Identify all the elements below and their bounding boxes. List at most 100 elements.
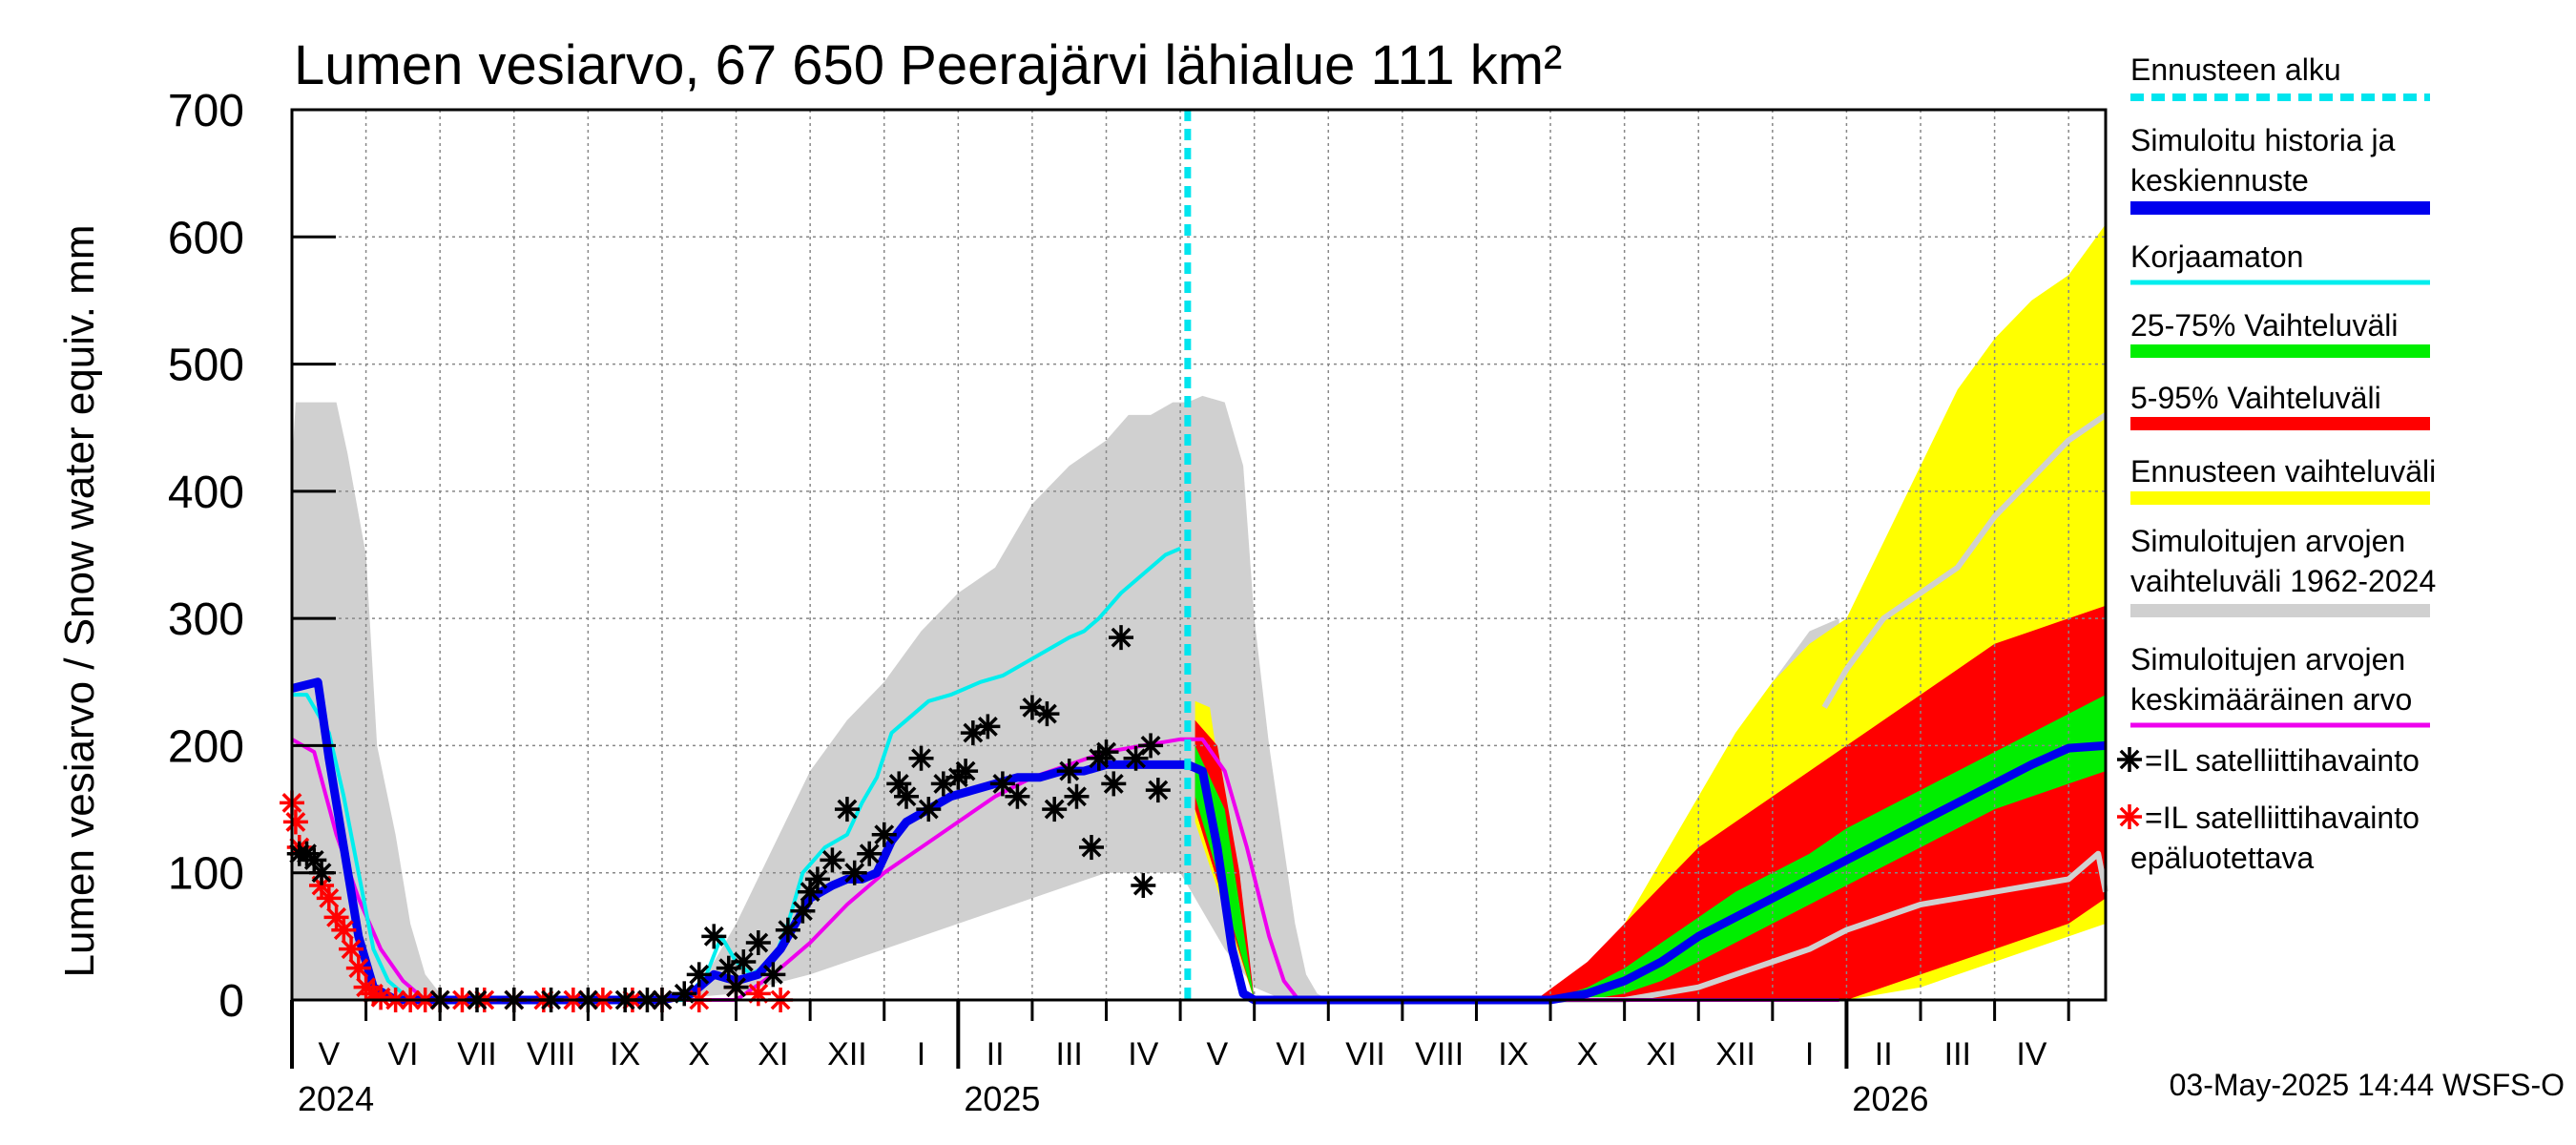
marker-stroke [778,920,799,941]
satellite-point [841,860,867,885]
satellite-point [960,720,986,746]
marker-stroke [748,932,769,953]
month-label: VI [1276,1036,1306,1072]
marker-stroke [1148,780,1169,801]
marker-stroke [1103,773,1124,794]
satellite-point-unreliable [745,981,771,1007]
legend: Ennusteen alku Simuloitu historia ja keski… [2117,52,2436,875]
year-label: 2024 [298,1079,374,1118]
satellite-point [1064,783,1090,809]
satellite-point [1109,625,1134,651]
marker-stroke [844,863,865,884]
satellite-point [760,962,786,988]
satellite-point [1034,701,1060,727]
satellite-point [1056,759,1082,784]
satellite-point-unreliable [345,955,371,981]
marker-stroke [821,849,842,870]
y-tick-label: 500 [168,341,244,391]
satellite-point [908,745,934,771]
legend-label: 5-95% Vaihteluväli [2130,381,2381,415]
y-tick-label: 0 [218,976,244,1027]
satellite-point [686,962,712,988]
marker-stroke [2119,806,2140,827]
legend-label: Ennusteen alku [2130,52,2341,87]
marker-stroke [1037,703,1057,724]
marker-stroke [319,887,340,908]
month-label: IV [1128,1036,1158,1072]
satellite-point [894,783,920,809]
simulated-mean-line [290,677,2107,1005]
marker-stroke [918,799,939,820]
historical-mean-line [291,737,1839,1002]
satellite-point [820,847,845,873]
y-tick-label: 200 [168,721,244,772]
satellite-point [1101,771,1127,797]
month-label: II [987,1036,1005,1072]
marker-stroke [333,920,354,941]
month-label: VIII [1415,1036,1464,1072]
satellite-point [775,917,800,943]
marker-stroke [348,958,369,979]
y-axis-label: Lumen vesiarvo / Snow water equiv. mm [56,224,103,977]
marker-stroke [1044,799,1065,820]
month-label: III [1944,1036,1971,1072]
marker-stroke [859,843,880,864]
marker-stroke [762,964,783,985]
marker-stroke [1111,627,1132,648]
legend-star-black [2117,747,2142,772]
marker-stroke [703,926,724,947]
month-label: IV [2016,1036,2046,1072]
marker-stroke [992,773,1013,794]
marker-stroke [1059,760,1080,781]
historical-range-band [292,395,1839,1000]
legend-label: Simuloitujen arvojen [2130,524,2405,558]
month-label: I [1805,1036,1814,1072]
marker-stroke [341,939,362,960]
marker-stroke [285,811,306,832]
marker-stroke [1096,741,1116,762]
month-label: X [1577,1036,1599,1072]
marker-stroke [1067,786,1087,807]
satellite-point [1138,733,1164,759]
y-tick-label: 300 [168,594,244,645]
satellite-point [834,797,860,822]
marker-stroke [1007,786,1028,807]
month-label: V [318,1036,340,1072]
month-label: XII [1715,1036,1755,1072]
marker-stroke [733,951,754,972]
plot-frame [290,108,2108,1002]
marker-stroke [1081,837,1102,858]
marker-stroke [2119,749,2140,770]
legend-label: keskiennuste [2130,163,2309,198]
legend-label: epäluotettava [2130,841,2314,875]
satellite-point-unreliable [282,809,308,835]
marker-stroke [689,964,710,985]
marker-stroke [911,748,931,769]
satellite-point [301,847,327,873]
month-label: XII [827,1036,867,1072]
month-label: II [1875,1036,1893,1072]
marker-stroke [955,760,976,781]
satellite-point [790,898,816,924]
y-tick-label: 700 [168,86,244,136]
month-label: VIII [527,1036,575,1072]
legend-label: Simuloitu historia ja [2130,123,2396,157]
legend-label: 25-75% Vaihteluväli [2130,308,2398,343]
marker-stroke [1132,875,1153,896]
satellite-point [1131,873,1156,899]
reference-line [1550,850,2109,1003]
month-label: IX [610,1036,640,1072]
year-label: 2025 [964,1079,1040,1118]
marker-stroke [837,799,858,820]
legend-label: Korjaamaton [2130,239,2303,274]
year-label: 2026 [1852,1079,1928,1118]
satellite-point [871,822,897,847]
month-label: XI [1646,1036,1676,1072]
satellite-point [857,841,883,866]
y-tick-label: 600 [168,213,244,263]
month-label: I [917,1036,925,1072]
satellite-point [731,949,757,975]
satellite-point [1042,797,1068,822]
